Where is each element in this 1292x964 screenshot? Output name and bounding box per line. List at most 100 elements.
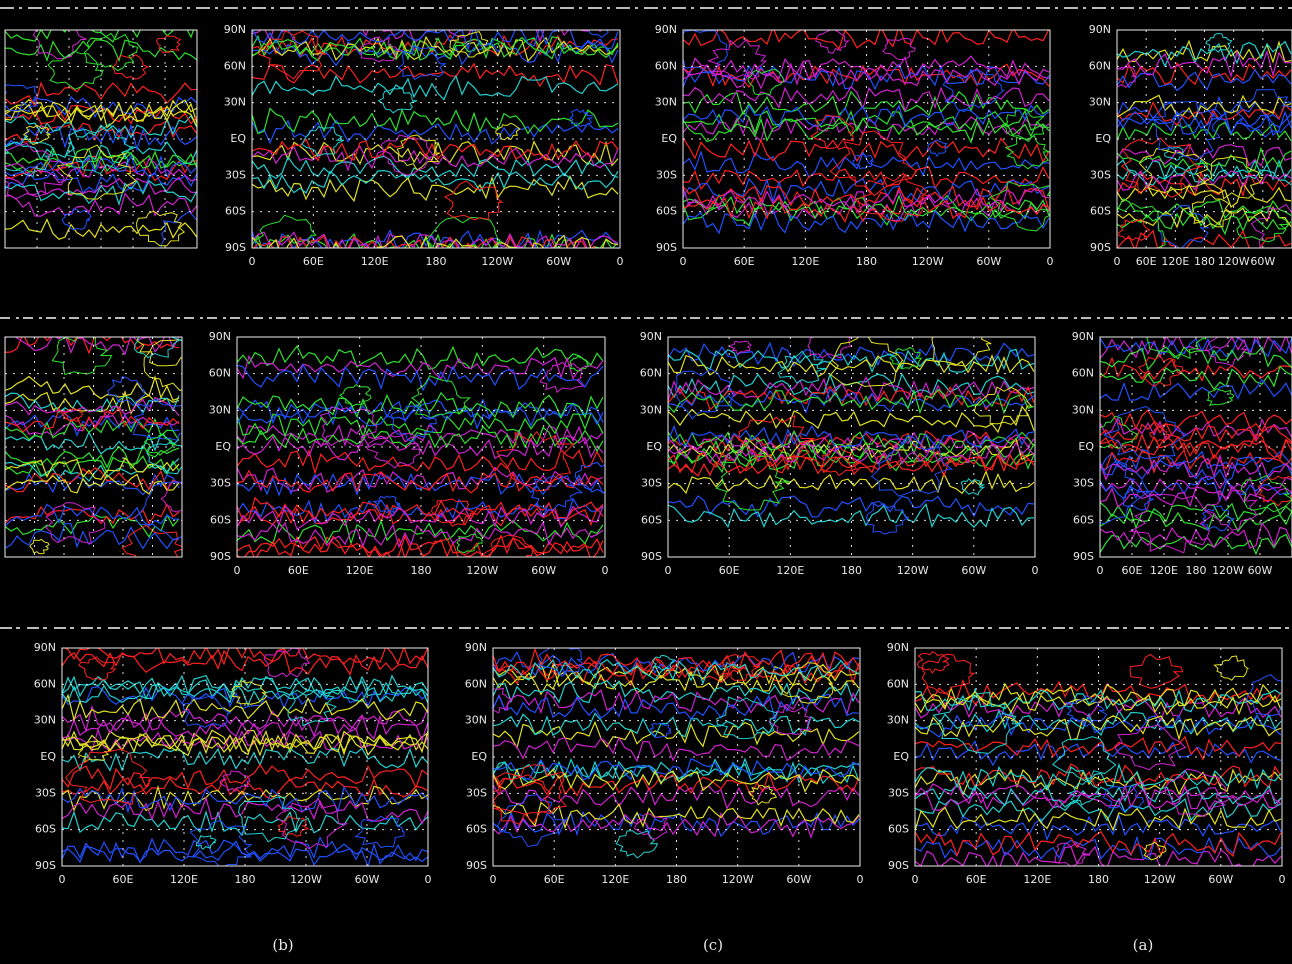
contour-line [493, 688, 860, 716]
contour-blob [396, 134, 441, 171]
contour-blob [1102, 785, 1145, 812]
contour-blob [443, 180, 504, 221]
contour-line [668, 453, 1035, 478]
contour-blob [729, 340, 753, 355]
lon-label: 120E [361, 255, 389, 268]
lat-label: EQ [1095, 132, 1111, 145]
contour-line [62, 681, 428, 707]
contour-line [1100, 409, 1292, 433]
contour-blob [1114, 724, 1187, 771]
lat-label: EQ [1078, 440, 1094, 453]
contour-line [668, 449, 1035, 475]
contour-line [668, 388, 1035, 414]
contour-line [683, 63, 1050, 89]
contour-blob [1004, 134, 1050, 170]
contour-blob [1129, 653, 1184, 689]
contour-blob [720, 654, 762, 682]
contour-line [493, 720, 860, 750]
contour-blob [238, 796, 301, 843]
lon-label: 0 [59, 873, 66, 886]
contours [683, 30, 1050, 235]
contour-line [62, 730, 428, 757]
contour-blob [263, 648, 311, 678]
contours [493, 648, 860, 859]
contour-blob [777, 350, 827, 384]
contours [237, 344, 605, 557]
contour-line [683, 63, 1050, 91]
contour-blob [1102, 405, 1188, 460]
lat-label: 30S [1090, 168, 1111, 181]
contour-blob [881, 37, 916, 60]
contour-blob [136, 210, 186, 247]
contour-line [5, 375, 180, 401]
contour-blob [380, 134, 436, 176]
lon-label: 120W [722, 873, 754, 886]
contour-blob [397, 45, 447, 81]
contour-line [1100, 416, 1292, 441]
contour-blob [360, 36, 400, 63]
contour-line [1100, 365, 1292, 391]
contour-line [1100, 456, 1292, 483]
lon-label: 60W [1248, 564, 1273, 577]
contour-blob [254, 214, 317, 248]
lon-label: 60W [961, 564, 986, 577]
lon-label: 60W [546, 255, 571, 268]
contour-line [237, 497, 604, 525]
lon-label: 0 [1097, 564, 1104, 577]
contour-blob [495, 122, 521, 141]
contour-line [683, 186, 1050, 213]
contour-blob [5, 142, 68, 200]
lat-label: 60N [34, 677, 56, 690]
contour-blob [921, 653, 976, 695]
contour-blob [275, 797, 349, 850]
lon-label: 120E [346, 564, 374, 577]
contour-blob [133, 337, 182, 359]
contour-line [5, 467, 180, 493]
panel-label: (b) [272, 936, 293, 954]
contour-line [683, 136, 1050, 164]
contour-line [5, 139, 197, 165]
contour-blob [257, 30, 327, 80]
lat-label: 90S [466, 859, 487, 872]
map-panel [4, 29, 198, 249]
contour-blob [926, 139, 949, 158]
lat-label: EQ [215, 440, 231, 453]
contour-line [683, 177, 1050, 204]
map-panel [4, 336, 183, 558]
contour-line [237, 534, 604, 557]
lat-label: 30N [34, 714, 56, 727]
contour-blob [569, 355, 589, 372]
lat-label: 90N [887, 641, 909, 654]
lon-label: 120E [1023, 873, 1051, 886]
contour-line [915, 781, 1282, 809]
contour-line [683, 30, 1050, 51]
contour-blob [1250, 203, 1292, 248]
contour-blob [1164, 768, 1227, 817]
contour-blob [493, 687, 513, 714]
lat-label: 60S [656, 205, 677, 218]
lon-label: 60E [734, 255, 755, 268]
contour-line [252, 74, 619, 101]
contour-line [1100, 356, 1292, 383]
lat-label: 60N [640, 367, 662, 380]
contour-blob [574, 462, 605, 494]
contour-blob [65, 748, 150, 806]
lat-label: EQ [40, 750, 56, 763]
contour-line [915, 783, 1282, 812]
contour-blob [493, 764, 567, 824]
contour-blob [916, 651, 950, 674]
lat-label: EQ [661, 132, 677, 145]
contour-blob [1164, 145, 1184, 161]
lon-label: 180 [235, 873, 256, 886]
contour-line [5, 176, 197, 197]
contour-line [1117, 181, 1292, 208]
contours [668, 337, 1035, 535]
contour-line [62, 649, 428, 676]
contour-line [1100, 432, 1292, 459]
contour-blob [301, 126, 345, 157]
contour-line [252, 107, 619, 135]
lat-label: 30S [641, 477, 662, 490]
contour-line [915, 845, 1282, 866]
lon-label: 60E [1122, 564, 1143, 577]
